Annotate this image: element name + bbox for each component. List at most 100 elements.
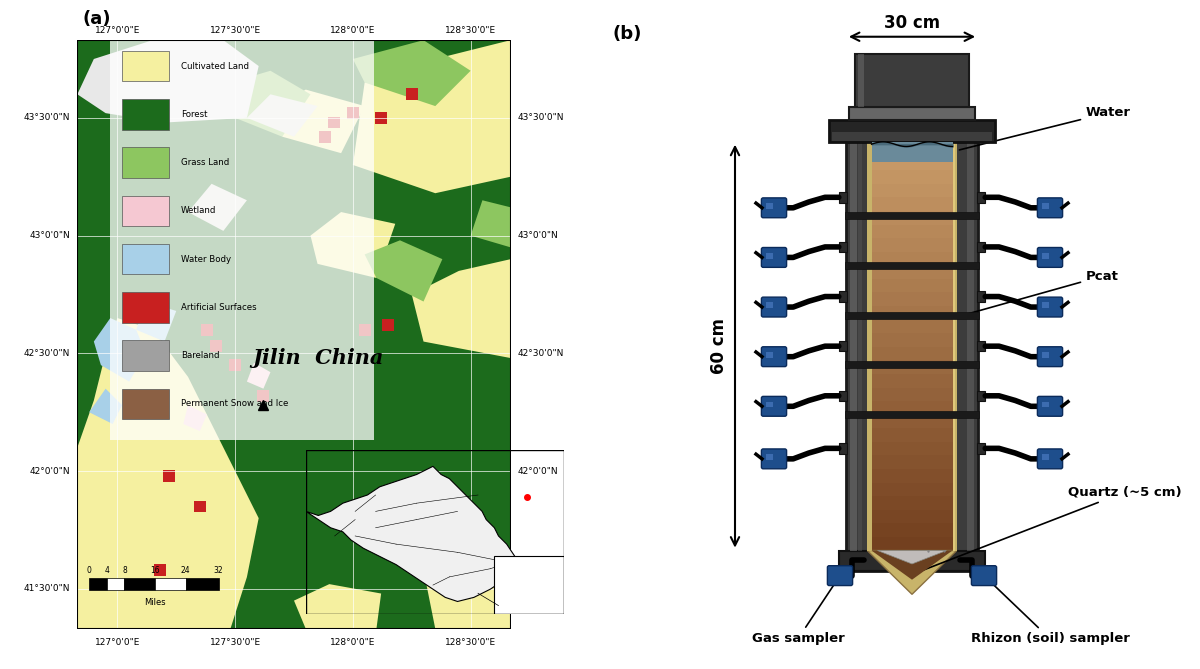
Bar <box>766 454 773 460</box>
Bar <box>858 142 862 551</box>
Text: 127°30'0"E: 127°30'0"E <box>210 27 260 35</box>
Bar <box>839 192 847 203</box>
Bar <box>125 578 155 590</box>
Text: 42°30'0"N: 42°30'0"N <box>24 349 71 358</box>
Bar <box>977 391 985 401</box>
Bar <box>200 324 212 336</box>
Bar <box>871 333 953 347</box>
Text: 4: 4 <box>104 566 109 575</box>
Bar <box>839 291 847 302</box>
Bar <box>871 320 953 333</box>
Bar <box>871 469 953 482</box>
Bar <box>833 132 991 140</box>
Bar <box>89 578 107 590</box>
Bar <box>871 374 953 387</box>
Bar <box>977 242 985 252</box>
Bar <box>376 112 388 124</box>
Polygon shape <box>184 405 206 431</box>
Text: 24: 24 <box>181 566 191 575</box>
Bar <box>258 390 269 401</box>
Polygon shape <box>412 259 511 358</box>
Text: 60 cm: 60 cm <box>710 318 727 374</box>
Polygon shape <box>77 318 259 629</box>
Bar <box>850 142 857 551</box>
Bar <box>839 341 847 351</box>
Bar <box>154 564 166 576</box>
Text: 41°30'0"N: 41°30'0"N <box>24 584 71 593</box>
Bar <box>210 341 222 352</box>
Text: Water Body: Water Body <box>181 255 232 264</box>
Text: 43°30'0"N: 43°30'0"N <box>24 113 71 122</box>
FancyBboxPatch shape <box>762 297 787 317</box>
Text: 30 cm: 30 cm <box>884 14 940 32</box>
Text: Miles: Miles <box>144 598 166 607</box>
Polygon shape <box>877 551 947 564</box>
Bar <box>845 312 979 318</box>
Text: 43°0'0"N: 43°0'0"N <box>517 231 558 240</box>
Text: 128°0'0"E: 128°0'0"E <box>330 638 376 648</box>
Bar <box>829 120 995 142</box>
Bar <box>871 523 953 537</box>
Bar <box>766 401 773 407</box>
Polygon shape <box>230 71 311 136</box>
FancyBboxPatch shape <box>1038 397 1063 416</box>
Bar <box>845 262 979 269</box>
Bar <box>871 292 953 306</box>
FancyBboxPatch shape <box>762 198 787 217</box>
Text: Gas sampler: Gas sampler <box>751 578 845 646</box>
Polygon shape <box>424 542 511 629</box>
Bar <box>122 341 169 371</box>
Polygon shape <box>353 40 470 106</box>
Bar <box>846 142 978 551</box>
Bar <box>122 389 169 419</box>
Text: 127°0'0"E: 127°0'0"E <box>95 27 140 35</box>
Bar <box>766 253 773 259</box>
Polygon shape <box>871 551 953 580</box>
Text: 43°0'0"N: 43°0'0"N <box>30 231 71 240</box>
Text: Pcat: Pcat <box>959 270 1118 316</box>
Bar <box>347 107 359 119</box>
Bar <box>839 242 847 252</box>
Bar <box>967 142 974 551</box>
Polygon shape <box>306 466 515 601</box>
Polygon shape <box>294 584 382 629</box>
Text: 32: 32 <box>214 566 223 575</box>
Polygon shape <box>137 302 176 342</box>
Text: Water: Water <box>959 106 1132 150</box>
Polygon shape <box>94 318 145 381</box>
Text: Wetland: Wetland <box>181 206 216 215</box>
Text: 16: 16 <box>150 566 160 575</box>
Bar <box>868 142 871 551</box>
Bar <box>359 324 371 336</box>
Polygon shape <box>277 90 365 153</box>
FancyBboxPatch shape <box>762 449 787 469</box>
Bar <box>186 578 218 590</box>
Bar <box>122 147 169 178</box>
Bar <box>977 443 985 454</box>
Bar <box>871 442 953 456</box>
Polygon shape <box>868 551 956 594</box>
Bar <box>871 401 953 415</box>
Bar <box>766 352 773 358</box>
FancyBboxPatch shape <box>762 347 787 367</box>
Polygon shape <box>247 363 270 389</box>
Bar <box>871 225 953 238</box>
Bar <box>766 302 773 308</box>
Bar <box>854 54 970 107</box>
Polygon shape <box>353 40 511 193</box>
Bar <box>194 500 205 512</box>
Polygon shape <box>470 200 511 248</box>
Bar <box>871 184 953 197</box>
Bar <box>871 306 953 320</box>
Bar <box>839 443 847 454</box>
Bar <box>1042 352 1049 358</box>
Bar <box>858 54 864 107</box>
Bar <box>839 391 847 401</box>
Bar <box>871 537 953 551</box>
Polygon shape <box>89 389 122 424</box>
Bar <box>494 557 564 613</box>
Bar <box>845 361 979 369</box>
FancyBboxPatch shape <box>762 397 787 416</box>
Bar <box>122 195 169 226</box>
Bar <box>1042 401 1049 407</box>
